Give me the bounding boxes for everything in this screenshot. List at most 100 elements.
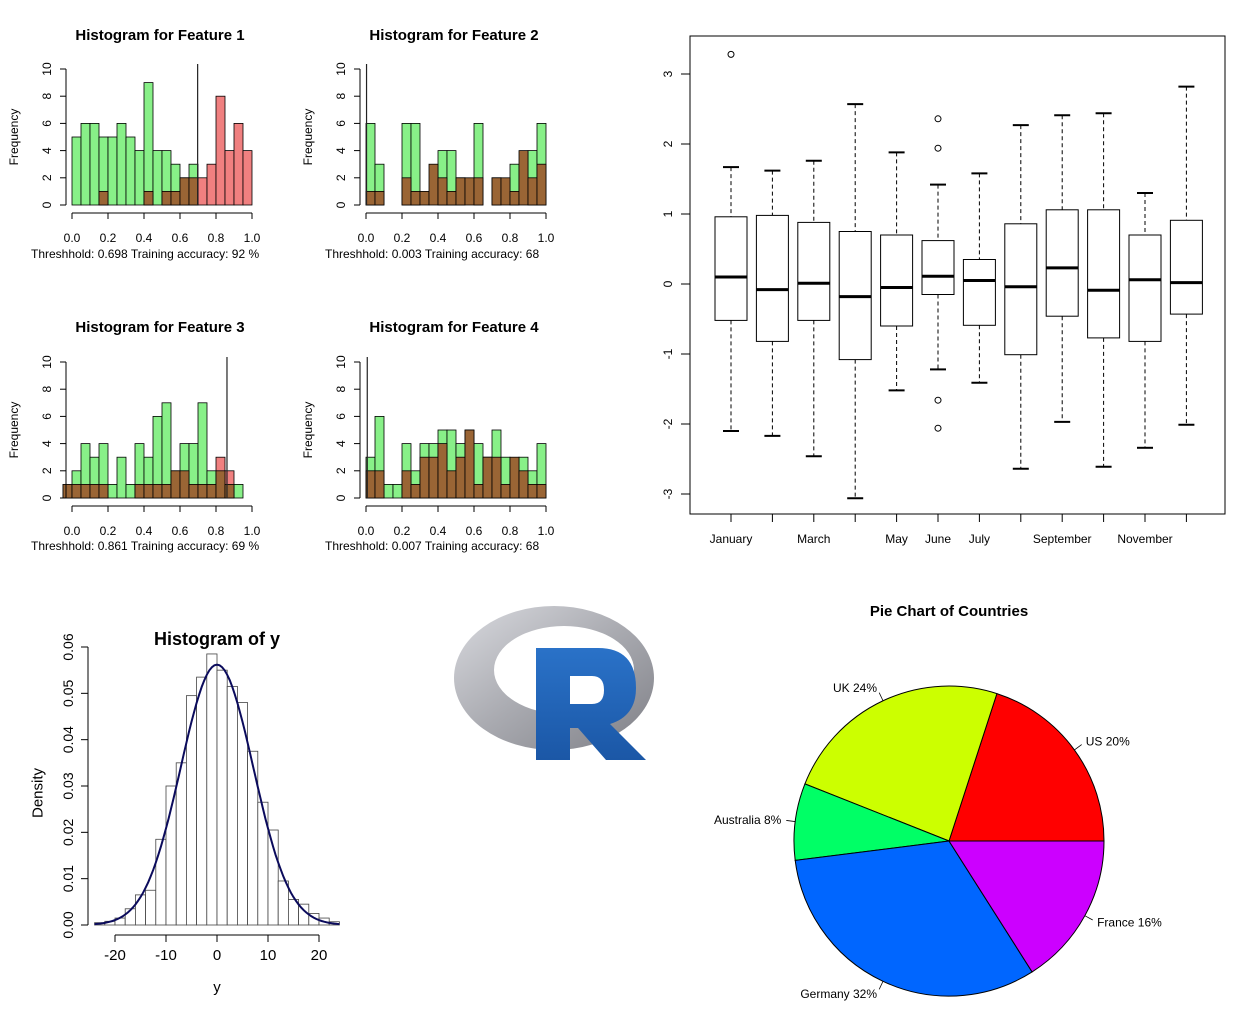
x-tick-label: 0.2 [394, 231, 411, 245]
histogram-bar-brown [446, 470, 457, 499]
boxplot-box-september [1045, 114, 1079, 423]
y-tick-label: 4 [334, 147, 348, 154]
y-tick-label: 10 [334, 355, 348, 369]
pie-slice-label: France 16% [1097, 915, 1162, 929]
histogram-bar-brown [455, 177, 466, 206]
histogram-bar-red [224, 150, 235, 206]
x-tick-label: 1.0 [244, 524, 261, 538]
iqr-box [1128, 234, 1162, 342]
pie-slice-label: Australia 8% [714, 813, 782, 827]
histogram-bar-brown [170, 470, 181, 499]
y-tick-label: 6 [334, 120, 348, 127]
histogram-bar-red [206, 163, 217, 206]
feature-histograms-panel: 0 2 4 6 8 10 Frequency 0.0 0.2 0.4 0.6 0.8 1.0 Histog… [7, 27, 555, 553]
histogram-bar-brown [401, 470, 412, 499]
boxplot-box-january [714, 50, 748, 432]
histogram-bar-green [233, 483, 244, 499]
iqr-box [1045, 209, 1079, 317]
density-bar [196, 676, 208, 926]
x-tick-label: 0.2 [100, 524, 117, 538]
y-axis-label: Frequency [7, 402, 21, 459]
histogram-of-y-chart: 0.00 0.01 0.02 0.03 0.04 0.05 0.06 Density -20 -1… [30, 629, 340, 996]
boxplot-box-october [1087, 112, 1121, 468]
histogram-bar-brown [518, 150, 529, 206]
y-tick-label: 10 [40, 62, 54, 76]
histogram-bar-brown [188, 177, 199, 206]
y-tick-label: 10 [334, 62, 348, 76]
chart-title: Histogram for Feature 1 [75, 27, 244, 44]
y-tick-label: 2 [334, 174, 348, 181]
y-tick-label: 0 [40, 201, 54, 208]
boxplot-box-may [880, 151, 914, 392]
y-tick-label: 8 [40, 93, 54, 100]
pie-label-leader [1074, 744, 1082, 751]
histogram-bar-brown [98, 483, 109, 499]
histogram-bar-green [80, 123, 91, 206]
histogram-bar-brown [62, 483, 73, 499]
y-tick-label: 3 [661, 70, 675, 77]
x-tick-label: 0.8 [208, 524, 225, 538]
y-tick-label: 10 [40, 355, 54, 369]
density-bar [155, 838, 167, 926]
pie-label-leader [1084, 915, 1093, 921]
density-bar [175, 762, 187, 926]
r-logo [454, 606, 654, 760]
caption-threshold-accuracy: Threshhold: 0.698 Training accuracy: 92 … [31, 247, 259, 261]
histogram-bar-brown [419, 190, 430, 206]
y-tick-label: -1 [661, 348, 675, 359]
y-tick-label: -3 [661, 488, 675, 499]
histogram-bar-brown [206, 483, 217, 499]
x-tick-label: -20 [104, 947, 126, 964]
histogram-bar-brown [527, 483, 538, 499]
x-tick-label: 0.8 [208, 231, 225, 245]
boxplot-box-november [1128, 192, 1162, 449]
histogram-bar-green [116, 123, 127, 206]
normal-density-curve [94, 663, 340, 926]
x-tick-label: -10 [155, 947, 177, 964]
outlier-point [934, 115, 942, 123]
histogram-bar-red [197, 177, 208, 206]
y-tick-label: 0.05 [60, 679, 76, 706]
histogram-bar-brown [428, 163, 439, 206]
pie-slice [804, 685, 998, 842]
histogram-bar-brown [464, 429, 475, 499]
iqr-box [1087, 209, 1121, 339]
boxplot-box-april [838, 103, 872, 500]
feature-histogram-4: 0 2 4 6 8 10 Frequency 0.0 0.2 0.4 0.6 0.8 1.0 Histog… [301, 319, 555, 553]
iqr-box [714, 216, 748, 321]
histogram-bar-brown [134, 483, 145, 499]
density-bar [185, 695, 197, 926]
histogram-bar-brown [491, 456, 502, 499]
histogram-bar-brown [437, 177, 448, 206]
histogram-bar-green [71, 136, 82, 206]
pie-label-leader [878, 692, 884, 701]
pie-chart-countries: US 20% UK 24% Australia 8% Germany 32% Franc… [714, 603, 1162, 1001]
histogram-bar-brown [170, 190, 181, 206]
x-tick-label-month: July [969, 532, 990, 546]
x-tick-label-month: June [925, 532, 951, 546]
outlier-point [934, 396, 942, 404]
histogram-bar-brown [419, 456, 430, 499]
histogram-bar-brown [527, 177, 538, 206]
chart-title: Histogram for Feature 3 [75, 319, 244, 336]
iqr-box [880, 234, 914, 327]
x-tick-label-month: September [1033, 532, 1092, 546]
histogram-bar-brown [482, 456, 493, 499]
pie-label-leader [878, 981, 884, 990]
chart-title: Histogram for Feature 4 [369, 319, 539, 336]
x-tick-label: 0.0 [64, 231, 81, 245]
y-tick-label: 6 [40, 413, 54, 420]
histogram-bar-brown [374, 470, 385, 499]
histogram-bar-brown [179, 177, 190, 206]
histogram-bar-brown [89, 483, 100, 499]
x-tick-label: 0.2 [394, 524, 411, 538]
y-tick-label: 0.02 [60, 818, 76, 845]
boxplot-box-july [962, 172, 996, 384]
y-tick-label: 0.06 [60, 633, 76, 660]
y-tick-label: 0 [334, 201, 348, 208]
x-tick-label-month: May [885, 532, 908, 546]
histogram-bar-green [125, 483, 136, 499]
y-tick-label: 0 [40, 494, 54, 501]
histogram-bar-green [197, 402, 208, 499]
y-axis-label: Frequency [301, 109, 315, 166]
